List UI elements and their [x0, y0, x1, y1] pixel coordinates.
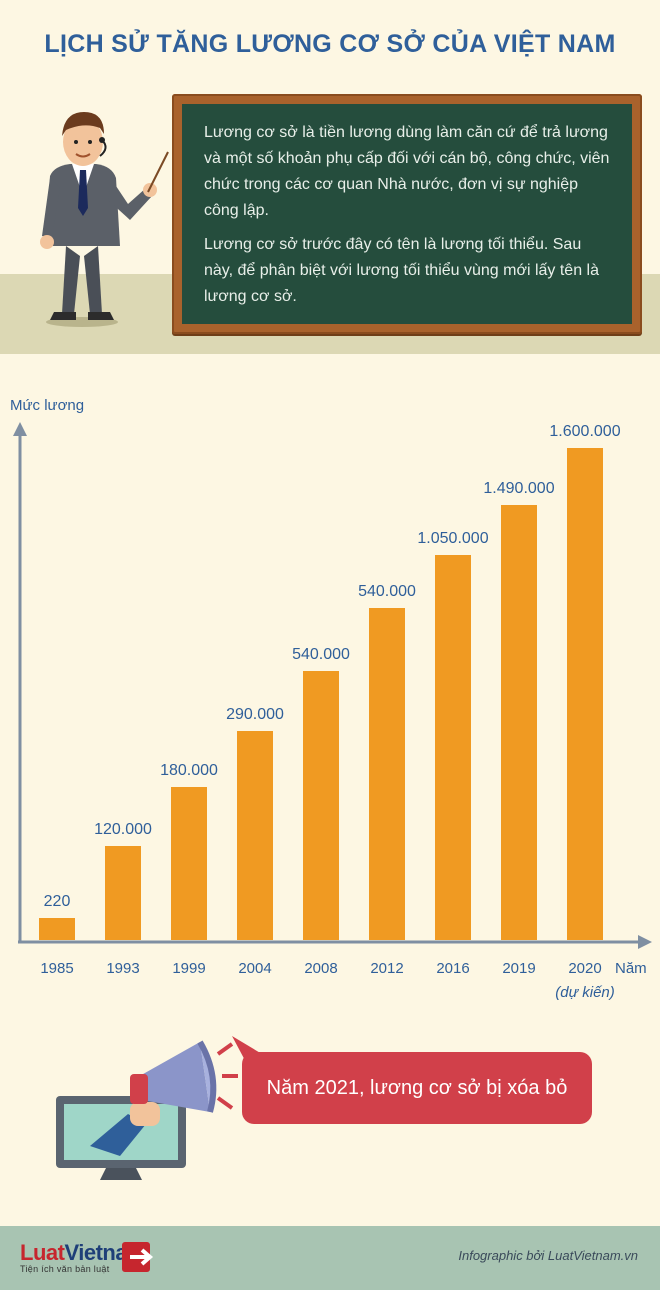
tick-label-1985: 1985: [40, 960, 73, 977]
value-label-1999: 180.000: [160, 762, 218, 779]
value-label-2012: 540.000: [358, 583, 416, 600]
history-paragraph: Lương cơ sở trước đây có tên là lương tố…: [204, 236, 599, 305]
tick-label-2008: 2008: [304, 960, 337, 977]
chalkboard: Lương cơ sở là tiền lương dùng làm căn c…: [182, 104, 632, 324]
x-axis-arrow-icon: [638, 935, 652, 949]
value-label-2004: 290.000: [226, 706, 284, 723]
announcement-text: Năm 2021, lương cơ sở bị xóa bỏ: [266, 1077, 568, 1099]
y-axis-label: Mức lương: [10, 397, 84, 414]
tick-label-2012: 2012: [370, 960, 403, 977]
bar-2019: [501, 505, 537, 940]
value-label-1985: 220: [44, 893, 71, 910]
footer: LuatVietnam Tiện ích văn bản luật Infogr…: [0, 1226, 660, 1290]
tick-label-2004: 2004: [238, 960, 271, 977]
value-label-2019: 1.490.000: [483, 480, 554, 497]
logo-luat-text: Luat: [20, 1240, 65, 1265]
logo-tagline: Tiện ích văn bản luật: [20, 1264, 110, 1274]
salary-bar-chart: Mức lương Năm 220 1985 120.000 1993 180.000 1…: [10, 397, 652, 1001]
megaphone-icon: [130, 1040, 238, 1113]
bar-1999: [171, 787, 207, 940]
y-axis-arrow-icon: [13, 422, 27, 436]
bar-1993: [105, 846, 141, 940]
tick-label-2019: 2019: [502, 960, 535, 977]
bar-1985: [39, 918, 75, 940]
hand-icon: [90, 1102, 160, 1156]
tick-label-1999: 1999: [172, 960, 205, 977]
x-axis-label: Năm: [615, 960, 647, 977]
definition-paragraph: Lương cơ sở là tiền lương dùng làm căn c…: [204, 124, 610, 219]
bars-group: 220 1985 120.000 1993 180.000 1999 290.000 2004…: [39, 423, 621, 1001]
value-label-2008: 540.000: [292, 646, 350, 663]
tick-label-2016: 2016: [436, 960, 469, 977]
teacher-figure-icon: [40, 112, 169, 327]
bar-2004: [237, 731, 273, 940]
value-label-2020: 1.600.000: [549, 423, 620, 440]
bar-2008: [303, 671, 339, 940]
megaphone-illustration: [56, 1040, 238, 1180]
value-label-2016: 1.050.000: [417, 530, 488, 547]
page-title: LỊCH SỬ TĂNG LƯƠNG CƠ SỞ CỦA VIỆT NAM: [44, 30, 616, 58]
tick-note-2020: (dự kiến): [555, 984, 615, 1001]
tick-label-2020: 2020: [568, 960, 601, 977]
value-label-1993: 120.000: [94, 821, 152, 838]
bar-2020: [567, 448, 603, 940]
credit-text: Infographic bởi LuatVietnam.vn: [458, 1248, 638, 1263]
logo-arrow-icon: [122, 1242, 154, 1272]
announcement-bubble: Năm 2021, lương cơ sở bị xóa bỏ: [242, 1052, 592, 1124]
tick-label-1993: 1993: [106, 960, 139, 977]
bar-2012: [369, 608, 405, 940]
bar-2016: [435, 555, 471, 940]
